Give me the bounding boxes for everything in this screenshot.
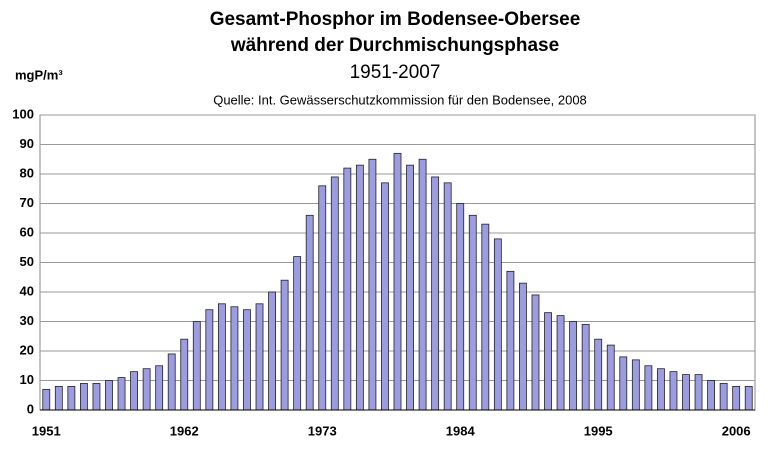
bar bbox=[493, 238, 502, 411]
bar bbox=[318, 185, 327, 411]
chart-subtitle: während der Durchmischungsphase bbox=[230, 35, 559, 56]
bar bbox=[581, 324, 590, 411]
x-tick-label: 1951 bbox=[32, 423, 61, 438]
bar bbox=[42, 388, 51, 411]
bar bbox=[556, 315, 565, 411]
bar bbox=[631, 359, 640, 411]
bar bbox=[406, 164, 414, 411]
y-axis-label: mgP/m³ bbox=[15, 67, 63, 82]
bar bbox=[117, 377, 126, 411]
bar bbox=[519, 282, 527, 411]
bar bbox=[393, 152, 402, 411]
bar bbox=[305, 214, 314, 411]
bar bbox=[67, 385, 76, 411]
bar bbox=[531, 294, 540, 411]
y-tick-label: 50 bbox=[20, 254, 34, 269]
bar bbox=[682, 374, 690, 411]
bar bbox=[418, 158, 427, 411]
y-tick-label: 40 bbox=[20, 283, 34, 298]
bar bbox=[481, 223, 490, 411]
bar bbox=[456, 203, 465, 411]
y-tick-label: 20 bbox=[20, 342, 34, 357]
bar bbox=[544, 312, 552, 411]
bar bbox=[167, 353, 176, 411]
bar bbox=[243, 309, 251, 411]
bar bbox=[105, 380, 113, 411]
x-tick-label: 1973 bbox=[308, 423, 337, 438]
bar bbox=[192, 321, 201, 411]
bar bbox=[732, 385, 741, 411]
bar bbox=[719, 383, 728, 411]
x-tick-label: 1962 bbox=[170, 423, 199, 438]
bar bbox=[468, 214, 477, 411]
bar bbox=[268, 291, 276, 411]
source-note: Quelle: Int. Gewässerschutzkommission fü… bbox=[213, 92, 587, 107]
bar bbox=[657, 368, 665, 411]
y-tick-label: 10 bbox=[20, 372, 34, 387]
y-tick-label: 30 bbox=[20, 313, 34, 328]
bar bbox=[330, 176, 339, 411]
x-tick-label: 2006 bbox=[722, 423, 751, 438]
bar bbox=[381, 182, 389, 411]
bar bbox=[606, 344, 615, 411]
bar bbox=[569, 321, 578, 411]
bar bbox=[644, 365, 653, 411]
chart-period: 1951-2007 bbox=[350, 62, 441, 83]
bar bbox=[255, 303, 264, 411]
bar bbox=[744, 385, 753, 411]
bar bbox=[92, 383, 101, 411]
bar bbox=[180, 338, 189, 411]
y-tick-label: 100 bbox=[12, 106, 34, 121]
x-tick-label: 1984 bbox=[446, 423, 476, 438]
bar bbox=[431, 176, 440, 411]
bar bbox=[130, 371, 138, 411]
bar bbox=[217, 303, 226, 411]
bar bbox=[694, 374, 703, 411]
bar bbox=[142, 368, 151, 411]
bar bbox=[230, 306, 239, 411]
bar bbox=[155, 365, 164, 411]
bar bbox=[355, 164, 364, 411]
bar bbox=[205, 309, 214, 411]
bar bbox=[343, 167, 352, 411]
y-tick-label: 90 bbox=[20, 136, 34, 151]
bar bbox=[293, 256, 302, 411]
chart-title: Gesamt-Phosphor im Bodensee-Obersee bbox=[210, 9, 581, 30]
x-tick-label: 1995 bbox=[584, 423, 613, 438]
bar bbox=[280, 279, 289, 411]
y-tick-label: 60 bbox=[20, 224, 34, 239]
y-tick-label: 0 bbox=[27, 401, 34, 416]
bar bbox=[54, 385, 63, 411]
bar bbox=[79, 383, 88, 411]
bar bbox=[669, 371, 678, 411]
bar bbox=[707, 380, 716, 411]
bar bbox=[619, 356, 628, 411]
bar bbox=[594, 338, 603, 411]
bar bbox=[506, 270, 515, 411]
y-tick-label: 80 bbox=[20, 165, 34, 180]
y-tick-label: 70 bbox=[20, 195, 34, 210]
bar bbox=[443, 182, 452, 411]
bar bbox=[368, 158, 377, 411]
